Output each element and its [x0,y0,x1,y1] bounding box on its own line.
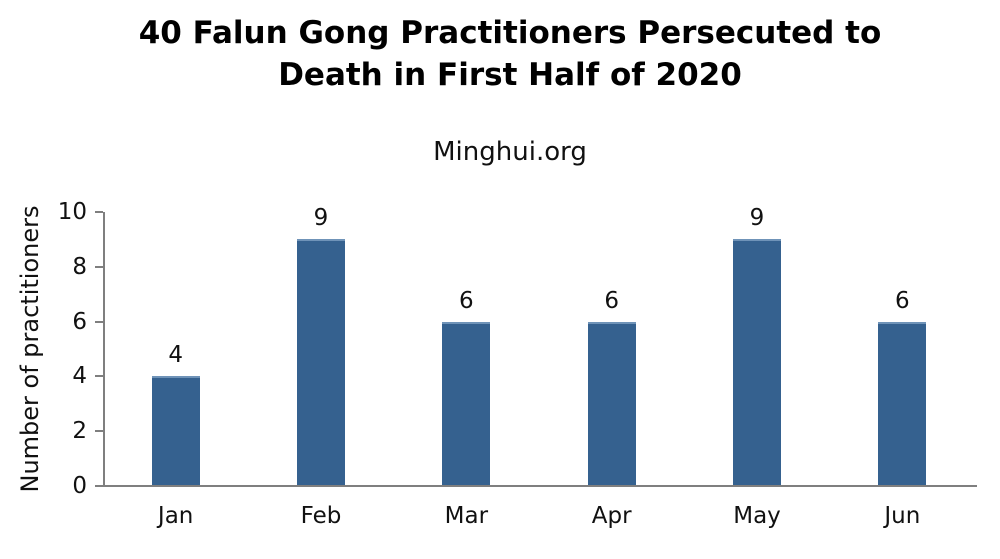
y-tick-label: 10 [57,199,87,225]
y-tick-label: 2 [72,418,87,445]
chart-subtitle: Minghui.org [433,137,587,167]
bar-value-label: 4 [168,342,183,369]
x-axis-line [100,485,977,487]
x-tick-label: Apr [591,503,632,529]
y-axis-title: Number of practitioners [16,205,44,493]
bar-value-label: 9 [749,205,765,232]
y-tick-label: 8 [72,253,87,280]
bar-value-label: 6 [604,287,619,314]
x-tick-label: Mar [444,503,489,529]
bar-value-label: 6 [895,287,910,314]
bar-jun [878,321,927,486]
y-tick-mark [95,265,103,268]
bar-may [733,239,781,486]
chart-title: 40 Falun Gong Practitioners Persecuted t… [20,12,1000,96]
y-tick-mark [95,485,103,487]
bar-apr [587,321,636,486]
y-tick-label: 4 [72,363,87,390]
bar-value-label: 9 [313,205,329,232]
y-tick-mark [95,375,103,378]
bar-jan [151,376,200,486]
bar-mar [442,321,491,486]
plot-area [103,212,975,486]
x-tick-label: Feb [300,503,342,529]
y-tick-mark [95,430,103,433]
x-tick-label: Jun [884,503,921,529]
y-tick-mark [95,211,103,213]
x-tick-label: Jan [157,503,194,529]
chart-title-line-2: Death in First Half of 2020 [278,57,742,93]
y-tick-label: 6 [72,308,87,335]
x-tick-label: May [733,503,781,529]
y-tick-mark [95,320,103,323]
y-tick-label: 0 [72,473,87,499]
bar-value-label: 6 [459,287,474,314]
chart-title-line-1: 40 Falun Gong Practitioners Persecuted t… [138,15,882,51]
bar-feb [297,239,345,486]
